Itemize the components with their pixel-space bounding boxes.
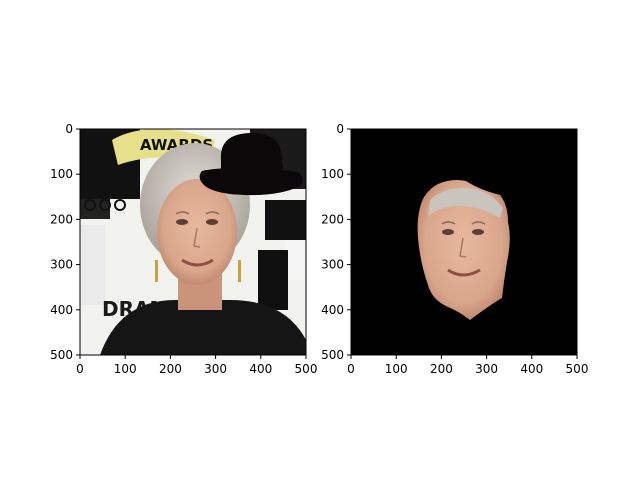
segmented-hair [428,187,503,218]
right-x-tick-label: 400 [520,362,543,376]
left-x-tick-label: 0 [76,362,84,376]
right-image [351,129,577,355]
right-x-tick-label: 500 [566,362,589,376]
clothing [100,300,306,355]
right-x-tick-label: 100 [385,362,408,376]
right-y-tick-label: 100 [321,167,344,181]
left-y-tick-label: 400 [50,303,73,317]
left-x-tick-label: 100 [114,362,137,376]
right-x-tick-label: 0 [347,362,355,376]
left-y-tick-label: 100 [50,167,73,181]
segmented-face [417,180,510,320]
left-axes-frame [79,128,307,356]
right-y-tick-label: 500 [321,348,344,362]
left-y-tick-label: 500 [50,348,73,362]
left-x-tick-label: 300 [204,362,227,376]
right-y-tick-label: 200 [321,212,344,226]
left-y-tick-label: 300 [50,258,73,272]
hat-overlay [199,132,303,196]
right-axes-frame [350,128,578,356]
right-x-tick-label: 200 [430,362,453,376]
right-x-tick-label: 300 [475,362,498,376]
left-x-tick-label: 500 [295,362,318,376]
right-y-tick-label: 0 [336,122,344,136]
left-y-tick-label: 200 [50,212,73,226]
left-x-tick-label: 200 [159,362,182,376]
left-image-panel: AWARDS DRAMA [50,122,317,376]
left-image: AWARDS DRAMA [80,129,306,355]
right-y-tick-label: 400 [321,303,344,317]
left-x-tick-label: 400 [249,362,272,376]
left-y-tick-label: 0 [65,122,73,136]
right-y-tick-label: 300 [321,258,344,272]
